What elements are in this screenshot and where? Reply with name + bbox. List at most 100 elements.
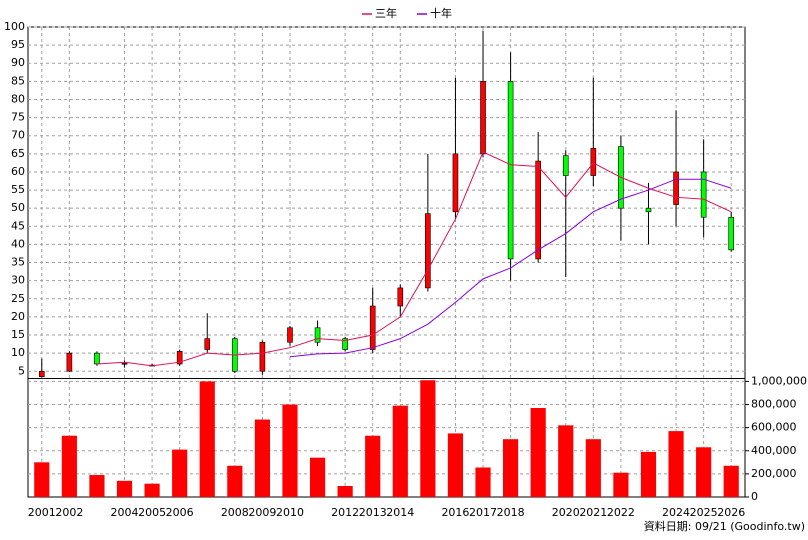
volume-bar [503, 439, 519, 497]
candle-body [425, 213, 431, 289]
candle-body [673, 171, 679, 205]
volume-bar [172, 449, 188, 497]
candle-body [38, 370, 45, 377]
x-tick-label: 2025 [690, 506, 718, 519]
candle-body [480, 81, 486, 155]
candle-body [314, 327, 321, 343]
candle-body [94, 352, 100, 365]
x-tick-label: 2010 [276, 506, 304, 519]
ma-line [96, 151, 732, 367]
volume-bar [89, 475, 105, 497]
candle-body [287, 327, 293, 343]
y-tick-label: 70 [11, 129, 25, 142]
x-tick-label: 2005 [138, 506, 166, 519]
candle-body [645, 207, 652, 213]
y2-tick-label: 800,000 [751, 398, 797, 411]
x-tick-label: 2026 [717, 506, 745, 519]
x-tick-label: 2012 [331, 506, 359, 519]
footer: 資料日期: 09/21 (Goodinfo.tw) [644, 519, 805, 533]
y-tick-label: 5 [18, 364, 25, 377]
volume-bar [668, 431, 684, 497]
volume-bar [585, 439, 601, 497]
legend-label: 十年 [430, 6, 452, 20]
volume-bar [392, 405, 408, 497]
volume-bar [613, 472, 629, 497]
volume-bar [254, 419, 270, 497]
x-tick-label: 2022 [607, 506, 635, 519]
candle-body [204, 338, 211, 350]
volume-bar [365, 435, 381, 497]
candle-body [176, 351, 183, 365]
y-tick-label: 50 [11, 201, 25, 214]
candle-body [397, 287, 404, 307]
candle-body [728, 216, 735, 251]
candle-body [369, 305, 376, 350]
volume-bar [640, 451, 657, 497]
volume-bar [337, 486, 353, 497]
y-tick-label: 75 [11, 111, 25, 124]
volume-bar [723, 465, 739, 497]
volume-bar [530, 407, 546, 497]
x-tick-label: 2021 [579, 506, 607, 519]
volume-bar [61, 435, 77, 497]
volume-bar [309, 457, 326, 497]
candle-body [259, 341, 266, 372]
y2-tick-label: 1,000,000 [751, 374, 807, 387]
x-tick-label: 2024 [662, 506, 690, 519]
y-tick-label: 25 [11, 292, 25, 305]
volume-bar [447, 433, 464, 497]
x-tick-label: 2017 [469, 506, 497, 519]
x-tick-label: 2014 [386, 506, 414, 519]
y-tick-label: 60 [11, 165, 25, 178]
legend-label: 三年 [375, 6, 397, 20]
candle-body [66, 352, 73, 372]
y-tick-label: 95 [11, 38, 25, 51]
x-tick-label: 2016 [441, 506, 469, 519]
volume-bar [116, 480, 133, 497]
x-tick-label: 2001 [28, 506, 56, 519]
y-tick-label: 85 [11, 74, 25, 87]
x-tick-label: 2004 [111, 506, 139, 519]
x-tick-label: 2006 [166, 506, 194, 519]
y-tick-label: 100 [4, 20, 25, 33]
y-tick-label: 15 [11, 328, 25, 341]
volume-bar [558, 425, 574, 497]
ma-line [289, 178, 732, 358]
volume-bar [199, 381, 215, 497]
y-tick-label: 35 [11, 256, 25, 269]
x-tick-label: 2002 [55, 506, 83, 519]
y-tick-label: 30 [11, 274, 25, 287]
y2-tick-label: 0 [751, 490, 758, 503]
y-tick-label: 90 [11, 56, 25, 69]
volume-bar [227, 465, 243, 497]
candle-body [507, 81, 514, 260]
y2-tick-label: 600,000 [751, 421, 797, 434]
x-tick-label: 2008 [221, 506, 249, 519]
candle-body [562, 155, 569, 176]
y-tick-label: 40 [11, 237, 25, 250]
candle-body [342, 338, 348, 350]
volume-bar [282, 404, 298, 497]
y-tick-label: 20 [11, 310, 25, 323]
x-tick-label: 2013 [359, 506, 387, 519]
candle-body [121, 362, 128, 365]
y-tick-label: 45 [11, 219, 25, 232]
y-tick-label: 65 [11, 147, 25, 160]
volume-bar [475, 467, 491, 497]
x-tick-label: 2009 [248, 506, 276, 519]
volume-bar [420, 380, 436, 497]
volume-bar [696, 447, 712, 497]
x-tick-label: 2020 [552, 506, 580, 519]
plot-frame [27, 26, 746, 498]
y2-tick-label: 200,000 [751, 467, 797, 480]
y-tick-label: 10 [11, 346, 25, 359]
candle-body [590, 148, 597, 176]
candle-body [535, 160, 541, 260]
y-tick-label: 55 [11, 183, 25, 196]
volume-bar [34, 462, 50, 497]
volume-bar [144, 483, 160, 497]
candle-body [700, 171, 707, 218]
y2-tick-label: 400,000 [751, 444, 797, 457]
y-tick-label: 80 [11, 92, 25, 105]
